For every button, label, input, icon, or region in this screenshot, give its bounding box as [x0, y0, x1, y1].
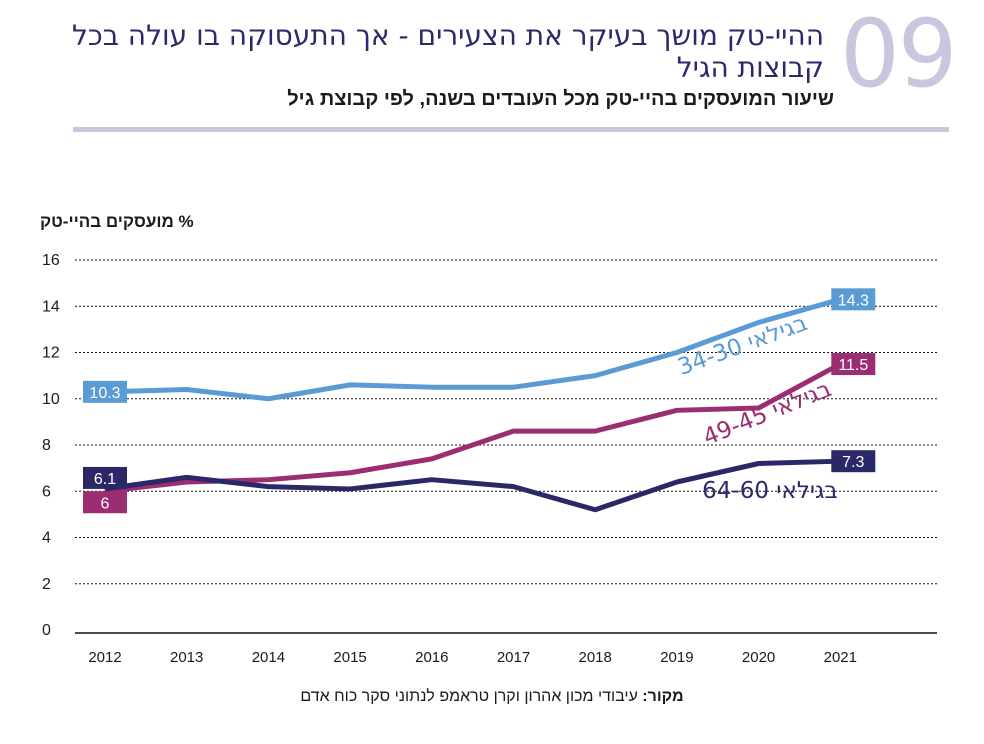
y-tick-label: 8: [42, 437, 51, 454]
start-value-box: [83, 380, 127, 403]
series-name-label: בגילאי 49-45: [700, 376, 836, 451]
start-value-label: 6.1: [94, 471, 116, 488]
start-value-box: [83, 466, 127, 489]
x-tick-label: 2017: [497, 649, 530, 666]
x-tick-label: 2018: [579, 649, 612, 666]
series-name-label: בגילאי 64-60: [702, 478, 838, 504]
header-divider: [73, 127, 949, 132]
page-title: ההיי-טק מושך בעיקר את הצעירים - אך התעסו…: [72, 19, 824, 84]
start-value-label: 10.3: [89, 385, 120, 402]
y-tick-label: 4: [42, 530, 51, 547]
x-tick-label: 2020: [742, 649, 775, 666]
end-value-label: 11.5: [838, 357, 868, 374]
x-tick-labels: 2012 2013 2014 2015 2016 2017 2018 2019 2020 2021: [88, 649, 857, 666]
y-tick-label: 12: [42, 345, 60, 362]
y-tick-label: 14: [42, 298, 60, 315]
chart-subtitle: שיעור המועסקים בהיי-טק מכל העובדים בשנה,…: [287, 88, 834, 110]
start-value-label: 6: [101, 495, 110, 512]
y-tick-label: 0: [42, 622, 51, 639]
series-line: [104, 296, 841, 402]
x-tick-label: 2013: [170, 649, 203, 666]
y-tick-label: 10: [42, 391, 60, 408]
end-value-box: [831, 353, 876, 376]
end-value-box: [831, 288, 876, 311]
y-tick-label: 6: [42, 483, 51, 500]
gridlines: [75, 259, 937, 634]
source-note: מקור: עיבודי מכון אהרון וקרן טראמפ לנתונ…: [0, 688, 984, 706]
x-tick-label: 2012: [88, 649, 121, 666]
y-tick-labels: 0 2 4 6 8 10 12 14 16: [42, 252, 60, 639]
x-tick-label: 2014: [252, 649, 285, 666]
x-tick-label: 2019: [660, 649, 693, 666]
end-value-box: [831, 450, 876, 473]
x-tick-label: 2021: [824, 649, 857, 666]
start-value-box: [83, 491, 127, 514]
end-value-label: 7.3: [842, 454, 864, 471]
x-tick-label: 2016: [415, 649, 448, 666]
end-value-label: 14.3: [838, 292, 869, 309]
x-tick-label: 2015: [333, 649, 366, 666]
section-number: 09: [840, 0, 958, 109]
series-lines: [104, 296, 842, 513]
y-axis-label: % מועסקים בהיי-טק: [40, 212, 194, 231]
y-tick-label: 2: [42, 576, 51, 593]
y-tick-label: 16: [42, 252, 60, 269]
source-label: מקור:: [642, 688, 684, 705]
series-line: [104, 458, 841, 513]
source-text: עיבודי מכון אהרון וקרן טראמפ לנתוני סקר …: [300, 688, 643, 705]
